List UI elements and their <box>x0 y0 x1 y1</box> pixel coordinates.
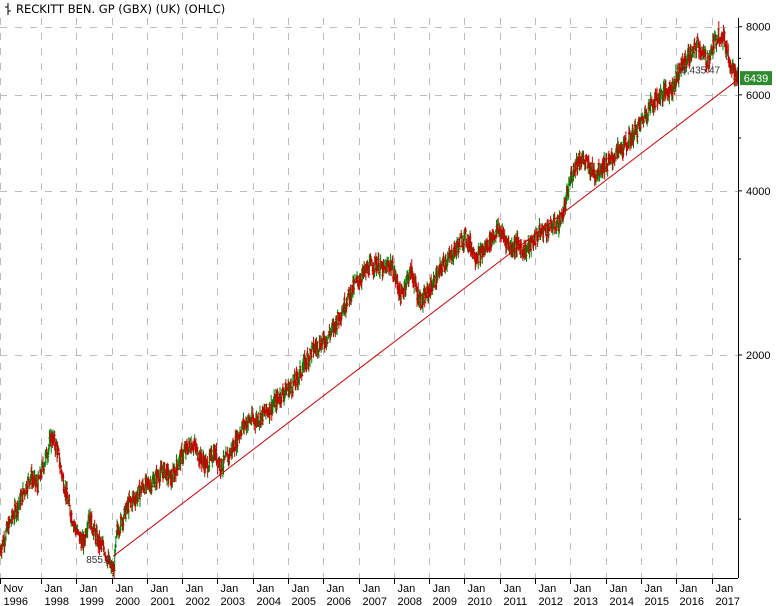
x-tick-label-year: 2001 <box>151 596 175 606</box>
x-tick-label-year: 2005 <box>292 596 316 606</box>
x-tick-label-year: 2010 <box>468 596 492 606</box>
y-tick-label: 2000 <box>746 350 770 362</box>
x-tick-label-year: 2015 <box>645 596 669 606</box>
y-tick-label: 4000 <box>746 186 770 198</box>
chart-title-box: RECKITT BEN. GP (GBX) (UK) (OHLC) <box>4 2 225 16</box>
x-tick-label-month: Jan <box>257 583 275 595</box>
last-price-badge <box>740 71 772 86</box>
y-tick-label: 8000 <box>746 22 770 34</box>
x-tick-label-month: Jan <box>116 583 134 595</box>
grid <box>0 18 738 578</box>
x-tick-label-year: 2003 <box>221 596 245 606</box>
x-tick-label-month: Jan <box>327 583 345 595</box>
x-tick-label-month: Jan <box>433 583 451 595</box>
x-tick-label-month: Jan <box>539 583 557 595</box>
x-tick-label-year: 2013 <box>574 596 598 606</box>
x-tick-label-month: Jan <box>45 583 63 595</box>
x-tick-label-year: 2011 <box>504 596 528 606</box>
x-tick-label-year: 2002 <box>186 596 210 606</box>
x-tick-label-month: Jan <box>680 583 698 595</box>
x-tick-label-month: Jan <box>610 583 628 595</box>
x-tick-label-month: Nov <box>4 583 24 595</box>
x-tick-label-year: 2007 <box>363 596 387 606</box>
x-tick-label-year: 2006 <box>327 596 351 606</box>
x-tick-label-month: Jan <box>80 583 98 595</box>
trendline <box>112 79 739 557</box>
x-tick-label-month: Jan <box>574 583 592 595</box>
trendline-annotation: 855.2 <box>86 555 111 566</box>
x-tick-label-year: 1999 <box>80 596 104 606</box>
ohlc-icon <box>5 3 11 15</box>
x-tick-label-month: Jan <box>468 583 486 595</box>
ohlc-bars-down <box>0 21 739 579</box>
x-tick-label-year: 2009 <box>433 596 457 606</box>
trendline-annotation: 6,435.47 <box>681 65 720 76</box>
last-price-label: 6439 <box>744 73 768 85</box>
x-tick-label-year: 2004 <box>257 596 281 606</box>
x-tick-label-year: 2016 <box>680 596 704 606</box>
plot-area: 855.2 6,435.47 <box>0 21 740 579</box>
x-tick-label-month: Jan <box>151 583 169 595</box>
x-tick-label-month: Jan <box>221 583 239 595</box>
x-tick-label-month: Jan <box>186 583 204 595</box>
x-tick-label-month: Jan <box>363 583 381 595</box>
x-tick-label-month: Jan <box>645 583 663 595</box>
axes: 20004000600080006439Nov1996Jan1998Jan199… <box>0 18 772 606</box>
chart-title: RECKITT BEN. GP (GBX) (UK) (OHLC) <box>16 2 226 16</box>
x-tick-label-year: 2014 <box>610 596 634 606</box>
y-tick-label: 6000 <box>746 90 770 102</box>
x-tick-label-month: Jan <box>398 583 416 595</box>
x-tick-label-month: Jan <box>292 583 310 595</box>
x-tick-label-year: 2012 <box>539 596 563 606</box>
x-tick-label-month: Jan <box>716 583 734 595</box>
x-tick-label-year: 2017 <box>716 596 740 606</box>
x-tick-label-year: 2000 <box>116 596 140 606</box>
x-tick-label-year: 1998 <box>45 596 69 606</box>
x-tick-label-year: 1996 <box>4 596 28 606</box>
x-tick-label-year: 2008 <box>398 596 422 606</box>
x-tick-label-month: Jan <box>504 583 522 595</box>
